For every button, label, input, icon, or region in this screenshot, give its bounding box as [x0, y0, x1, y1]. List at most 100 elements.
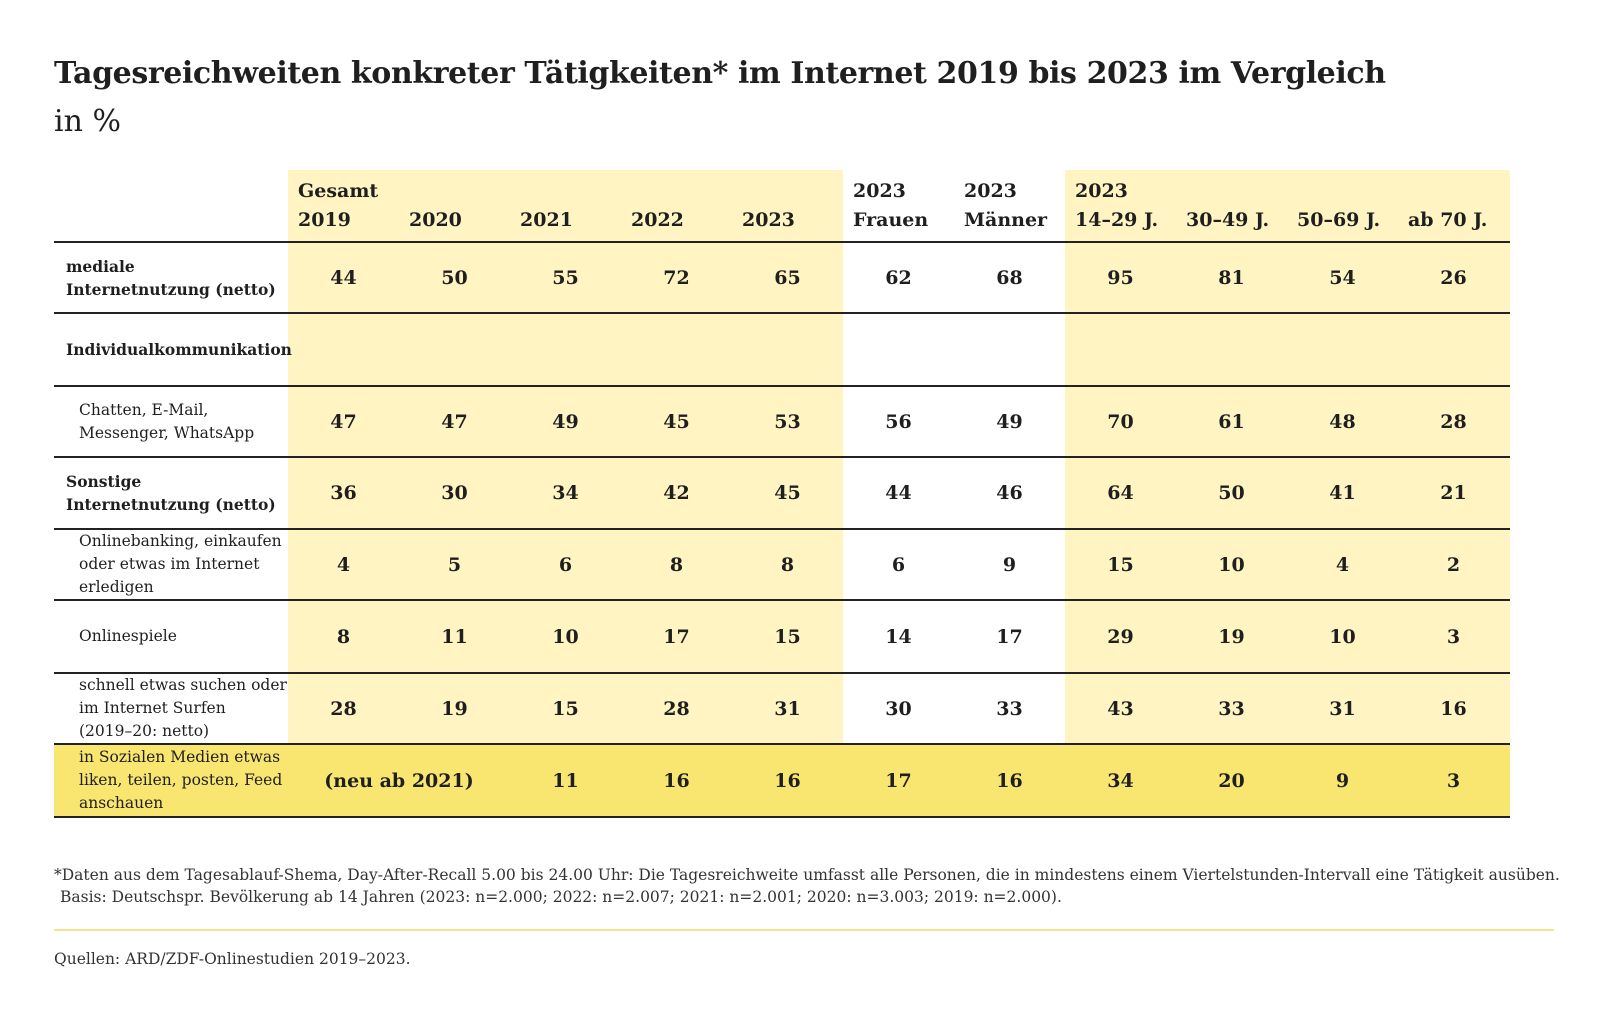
column-header-line1: [631, 177, 684, 206]
row-label-line: liken, teilen, posten, Feed: [79, 771, 283, 789]
column-header-line2: 2021: [520, 209, 573, 231]
table-cell: 9: [1335, 769, 1350, 792]
column-header-line2: 2020: [409, 209, 462, 231]
table-cell: 16: [774, 769, 801, 792]
column-header: ab 70 J.: [1408, 177, 1487, 235]
table-cell: 50: [1218, 482, 1245, 504]
table-cell: 11: [441, 625, 468, 648]
column-header: 2020: [409, 177, 462, 235]
merged-note-cell: (neu ab 2021): [324, 769, 474, 792]
table-cell: 34: [552, 482, 579, 504]
table-cell: 95: [1107, 266, 1134, 289]
column-header-line1: [1186, 177, 1269, 206]
source-note: Quellen: ARD/ZDF-Onlinestudien 2019–2023…: [54, 950, 411, 968]
row-label-line: in Sozialen Medien etwas: [79, 748, 281, 766]
table-cell: 11: [552, 769, 579, 792]
table-cell: 14: [885, 625, 912, 648]
table-cell: 8: [336, 625, 351, 648]
table-cell: 15: [1107, 553, 1134, 576]
column-header: 2023: [742, 177, 795, 235]
column-header-line1: 2023: [1075, 180, 1128, 202]
table-cell: 46: [996, 482, 1023, 504]
table-cell: 42: [663, 482, 690, 504]
row-divider: [54, 599, 1510, 601]
table-cell: 9: [1002, 553, 1017, 576]
row-label: mediale Internetnutzung (netto): [66, 242, 286, 313]
table-cell: 48: [1329, 410, 1356, 433]
table-cell: 49: [552, 410, 579, 433]
table-cell: 45: [774, 482, 801, 504]
column-header-line2: 30–49 J.: [1186, 209, 1270, 231]
row-label-line: im Internet Surfen: [79, 699, 226, 717]
table-cell: 53: [774, 410, 801, 433]
table-cell: 3: [1446, 625, 1461, 648]
column-header-line1: 2023: [964, 180, 1017, 202]
column-header-line2: 50–69 J.: [1297, 209, 1381, 231]
row-divider: [54, 241, 1510, 243]
row-label: Onlinespiele: [79, 600, 299, 673]
row-label: Sonstige Internetnutzung (netto): [66, 457, 286, 529]
row-divider: [54, 312, 1510, 314]
table-cell: 16: [1440, 697, 1467, 720]
row-label: schnell etwas suchen oder im Internet Sur…: [79, 673, 299, 744]
table-cell: 45: [663, 410, 690, 433]
row-label-line: Messenger, WhatsApp: [79, 423, 255, 442]
row-label-line: Onlinebanking, einkaufen: [79, 532, 282, 550]
table-cell: 19: [441, 697, 468, 720]
table-cell: 65: [774, 266, 801, 289]
table-cell: 36: [330, 482, 357, 504]
column-header-line2: 2023: [742, 209, 795, 231]
column-header: 2021: [520, 177, 573, 235]
row-label-line: mediale: [66, 256, 135, 276]
row-label-line: erledigen: [79, 578, 154, 596]
column-header-line2: Männer: [964, 209, 1048, 231]
table-cell: 33: [1218, 697, 1245, 720]
row-label: Chatten, E-Mail, Messenger, WhatsApp: [79, 386, 299, 457]
table-cell: 41: [1329, 482, 1356, 504]
table-cell: 16: [663, 769, 690, 792]
row-divider: [54, 385, 1510, 387]
row-divider: [54, 456, 1510, 458]
table-cell: 8: [780, 553, 795, 576]
table-cell: 15: [552, 697, 579, 720]
row-label: Onlinebanking, einkaufen oder etwas im In…: [79, 529, 299, 600]
row-divider: [54, 743, 1510, 745]
row-label-line: oder etwas im Internet: [79, 555, 260, 573]
column-header-line2: 2022: [631, 209, 684, 231]
table-cell: 64: [1107, 482, 1134, 504]
row-label-line: Internetnutzung (netto): [66, 279, 276, 299]
table-cell: 20: [1218, 769, 1245, 792]
column-header: 50–69 J.: [1297, 177, 1380, 235]
column-header-line2: Frauen: [853, 209, 929, 231]
table-cell: 56: [885, 410, 912, 433]
row-divider: [54, 816, 1510, 818]
row-label-line: schnell etwas suchen oder: [79, 676, 287, 694]
column-header-line2: 2019: [298, 209, 351, 231]
row-label-line: Individualkommunikation: [66, 340, 292, 359]
table-cell: 81: [1218, 266, 1245, 289]
column-header-line1: Gesamt: [298, 180, 379, 202]
table-cell: 61: [1218, 410, 1245, 433]
row-divider: [54, 528, 1510, 530]
table-cell: 55: [552, 266, 579, 289]
table-cell: 26: [1440, 266, 1467, 289]
table-cell: 15: [774, 625, 801, 648]
row-label: Individualkommunikation: [66, 313, 292, 386]
column-header: 2023 Frauen: [853, 177, 928, 235]
column-header-line1: [409, 177, 462, 206]
column-header: 30–49 J.: [1186, 177, 1269, 235]
table-cell: 28: [1440, 410, 1467, 433]
table-cell: 44: [330, 266, 357, 289]
column-header-line1: [520, 177, 573, 206]
table-cell: 68: [996, 266, 1023, 289]
table-cell: 21: [1440, 482, 1467, 504]
table-cell: 16: [996, 769, 1023, 792]
table-cell: 17: [663, 625, 690, 648]
table-cell: 17: [996, 625, 1023, 648]
table-cell: 4: [336, 553, 351, 576]
table-cell: 49: [996, 410, 1023, 433]
table-cell: 34: [1107, 769, 1134, 792]
column-header: 2022: [631, 177, 684, 235]
table-cell: 6: [558, 553, 573, 576]
row-label-line: anschauen: [79, 794, 164, 812]
